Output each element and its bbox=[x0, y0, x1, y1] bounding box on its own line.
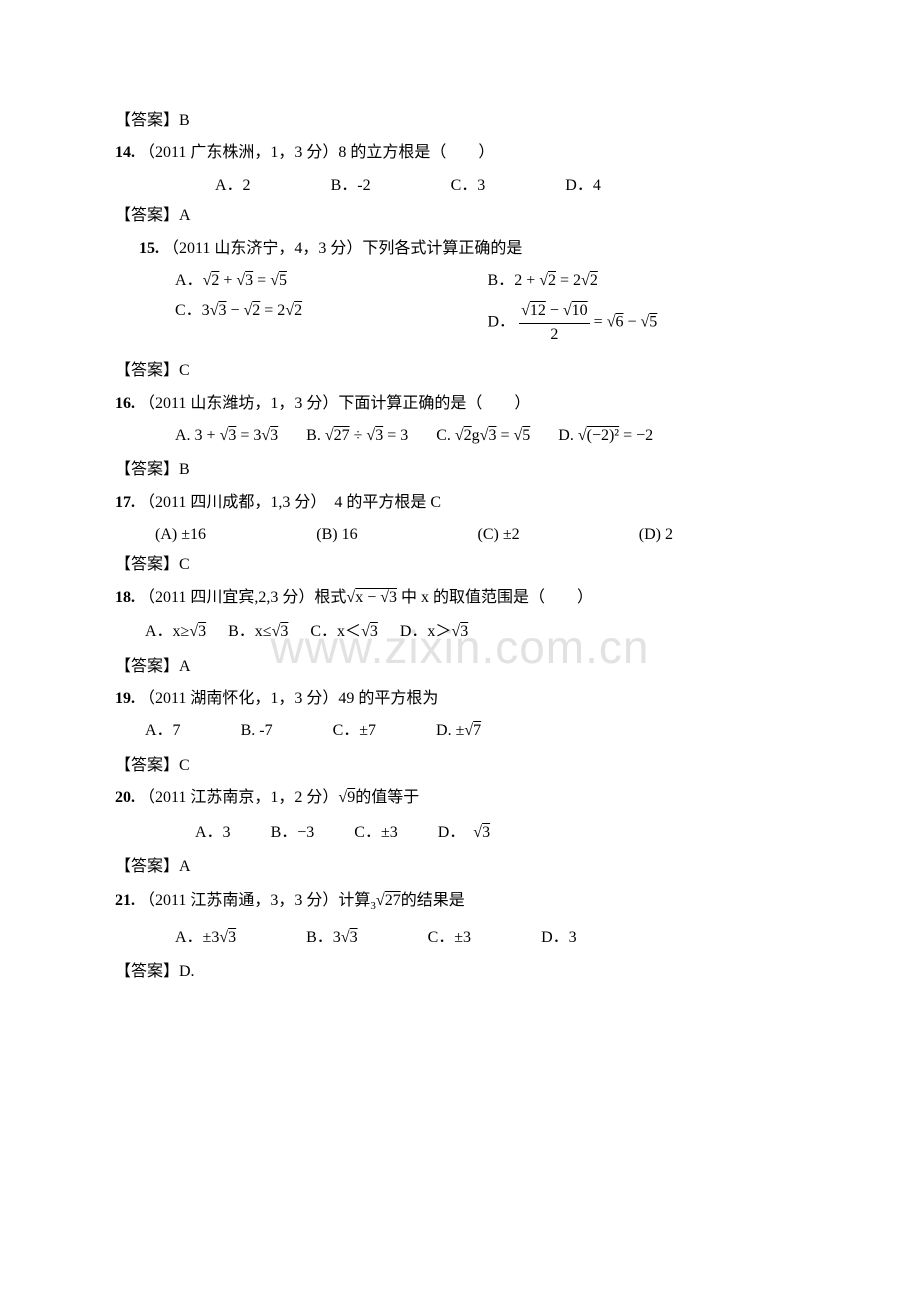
q14-options: A．2 B．-2 C．3 D．4 bbox=[215, 175, 800, 197]
q14-num: 14. bbox=[115, 144, 135, 161]
q15-row1: A．√2 + √3 = √5 B．2 + √2 = 2√2 bbox=[175, 270, 800, 292]
q20-stem-post: 的值等于 bbox=[355, 789, 419, 806]
q21-num: 21. bbox=[115, 892, 135, 909]
q15-stem: （2011 山东济宁，4，3 分）下列各式计算正确的是 bbox=[163, 240, 522, 257]
q21-options: A．±3√3 B．3√3 C．±3 D．3 bbox=[175, 927, 800, 949]
q21-stem-post: 的结果是 bbox=[401, 892, 465, 909]
q19-options: A．7 B. -7 C．±7 D. ±√7 bbox=[145, 720, 800, 742]
q16-stem: （2011 山东潍坊，1，3 分）下面计算正确的是（ ） bbox=[139, 395, 530, 412]
q19-num: 19. bbox=[115, 690, 135, 707]
q20: 20. （2011 江苏南京，1，2 分）√9的值等于 bbox=[115, 787, 800, 809]
q17-c: (C) ±2 bbox=[478, 524, 639, 546]
q21-answer: 【答案】D. bbox=[115, 961, 800, 983]
q21-d: D．3 bbox=[541, 927, 577, 949]
q16: 16. （2011 山东潍坊，1，3 分）下面计算正确的是（ ） bbox=[115, 393, 800, 415]
q17-d: (D) 2 bbox=[639, 524, 800, 546]
q15-answer: 【答案】C bbox=[115, 360, 800, 382]
q18: 18. （2011 四川宜宾,2,3 分）根式√x − √3 中 x 的取值范围… bbox=[115, 587, 800, 609]
q21-c: C．±3 bbox=[428, 927, 471, 949]
q21-a: A．±3√3 bbox=[175, 927, 236, 949]
q19-c: C．±7 bbox=[333, 720, 376, 742]
q20-answer: 【答案】A bbox=[115, 856, 800, 878]
q20-a: A．3 bbox=[195, 822, 231, 844]
q20-stem-pre: （2011 江苏南京，1，2 分） bbox=[139, 789, 338, 806]
q19-b: B. -7 bbox=[241, 720, 273, 742]
q19: 19. （2011 湖南怀化，1，3 分）49 的平方根为 bbox=[115, 688, 800, 710]
q19-d: D. ±√7 bbox=[436, 720, 481, 742]
q15-a: A．√2 + √3 = √5 bbox=[175, 270, 488, 292]
q15: 15. （2011 山东济宁，4，3 分）下列各式计算正确的是 bbox=[139, 238, 800, 260]
q14-a: A．2 bbox=[215, 175, 251, 197]
q19-stem: （2011 湖南怀化，1，3 分）49 的平方根为 bbox=[139, 690, 438, 707]
q15-num: 15. bbox=[139, 240, 159, 257]
q17: 17. （2011 四川成都，1,3 分） 4 的平方根是 C bbox=[115, 492, 800, 514]
q20-d: D． √3 bbox=[438, 822, 490, 844]
q20-c: C．±3 bbox=[354, 822, 397, 844]
document-body: 【答案】B 14. （2011 广东株洲，1，3 分）8 的立方根是（ ） A．… bbox=[115, 110, 800, 984]
q16-b: B. √27 ÷ √3 = 3 bbox=[306, 425, 408, 447]
q14-answer: 【答案】A bbox=[115, 205, 800, 227]
q16-num: 16. bbox=[115, 395, 135, 412]
q17-options: (A) ±16 (B) 16 (C) ±2 (D) 2 bbox=[155, 524, 800, 546]
q20-options: A．3 B．−3 C．±3 D． √3 bbox=[195, 822, 800, 844]
q20-b: B．−3 bbox=[271, 822, 315, 844]
q16-c: C. √2g√3 = √5 bbox=[436, 425, 530, 447]
q14-stem: （2011 广东株洲，1，3 分）8 的立方根是（ ） bbox=[139, 144, 494, 161]
q15-d: D． √12 − √10 2 = √6 − √5 bbox=[488, 300, 801, 346]
q20-num: 20. bbox=[115, 789, 135, 806]
q18-answer: 【答案】A bbox=[115, 656, 800, 678]
q16-options: A. 3 + √3 = 3√3 B. √27 ÷ √3 = 3 C. √2g√3… bbox=[175, 425, 800, 447]
q16-answer: 【答案】B bbox=[115, 459, 800, 481]
q21-stem-pre: （2011 江苏南通，3，3 分）计算 bbox=[139, 892, 370, 909]
q17-a: (A) ±16 bbox=[155, 524, 316, 546]
q16-d: D. √(−2)² = −2 bbox=[558, 425, 653, 447]
q15-row2: C．3√3 − √2 = 2√2 D． √12 − √10 2 = √6 − √… bbox=[175, 300, 800, 346]
q17-b: (B) 16 bbox=[316, 524, 477, 546]
q14-d: D．4 bbox=[565, 175, 601, 197]
q19-a: A．7 bbox=[145, 720, 181, 742]
q17-answer: 【答案】C bbox=[115, 554, 800, 576]
q18-d: D．x＞√3 bbox=[400, 621, 468, 643]
q18-c: C．x＜√3 bbox=[310, 621, 377, 643]
q17-num: 17. bbox=[115, 494, 135, 511]
q16-a: A. 3 + √3 = 3√3 bbox=[175, 425, 278, 447]
q21: 21. （2011 江苏南通，3，3 分）计算3√27的结果是 bbox=[115, 890, 800, 915]
q18-options: A．x≥√3 B．x≤√3 C．x＜√3 D．x＞√3 bbox=[145, 621, 800, 643]
q14-c: C．3 bbox=[451, 175, 486, 197]
q13-answer: 【答案】B bbox=[115, 110, 800, 132]
q18-a: A．x≥√3 bbox=[145, 621, 206, 643]
q14: 14. （2011 广东株洲，1，3 分）8 的立方根是（ ） bbox=[115, 142, 800, 164]
q17-stem: （2011 四川成都，1,3 分） 4 的平方根是 C bbox=[139, 494, 441, 511]
q18-stem-pre: （2011 四川宜宾,2,3 分）根式 bbox=[139, 589, 346, 606]
q15-b: B．2 + √2 = 2√2 bbox=[488, 270, 801, 292]
q18-stem-post: 中 x 的取值范围是（ ） bbox=[397, 589, 593, 606]
q21-b: B．3√3 bbox=[306, 927, 357, 949]
q14-b: B．-2 bbox=[331, 175, 371, 197]
q18-b: B．x≤√3 bbox=[228, 621, 288, 643]
q18-num: 18. bbox=[115, 589, 135, 606]
q15-c: C．3√3 − √2 = 2√2 bbox=[175, 300, 488, 346]
q19-answer: 【答案】C bbox=[115, 755, 800, 777]
